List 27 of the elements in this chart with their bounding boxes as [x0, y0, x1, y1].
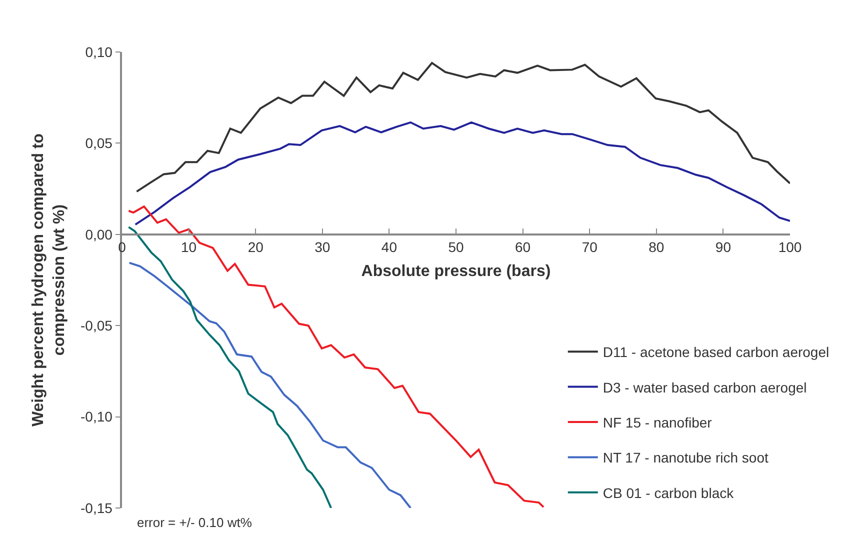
y-tick-label: 0,10 — [85, 44, 113, 60]
legend-label: D11 - acetone based carbon aerogel — [602, 344, 830, 360]
x-tick-label: 90 — [715, 238, 732, 255]
x-tick-label: 20 — [248, 238, 264, 255]
x-tick-label: 10 — [181, 238, 197, 255]
x-tick-label: 80 — [648, 238, 664, 255]
y-tick-label: -0,15 — [80, 500, 113, 516]
line-series — [134, 121, 790, 226]
text: error = +/- 0.10 wt% — [137, 515, 252, 530]
y-tick-label: 0,00 — [85, 226, 113, 242]
legend-label: NT 17 - nanotube rich soot — [602, 450, 768, 466]
legend-label: D3 - water based carbon aerogel — [602, 379, 807, 396]
x-tick-label: 30 — [314, 238, 330, 255]
x-tick-label: 60 — [515, 238, 531, 255]
x-tick-label: 100 — [778, 238, 802, 255]
y-tick-label: 0,05 — [85, 135, 113, 152]
y-tick-label: -0,05 — [80, 318, 113, 334]
y-axis-title: Weight percent hydrogen compared to compression (wt %) — [30, 133, 68, 427]
line-series — [128, 226, 332, 508]
x-tick-label: 50 — [448, 238, 464, 255]
line-series — [136, 62, 790, 193]
x-tick-label: 70 — [582, 238, 598, 255]
y-tick-label: -0,10 — [80, 408, 113, 425]
legend-label: NF 15 - nanofiber — [602, 414, 712, 430]
x-tick-label: 40 — [381, 238, 398, 255]
legend-label: CB 01 - carbon black — [602, 484, 735, 501]
x-axis-title: Absolute pressure (bars) — [361, 263, 551, 280]
